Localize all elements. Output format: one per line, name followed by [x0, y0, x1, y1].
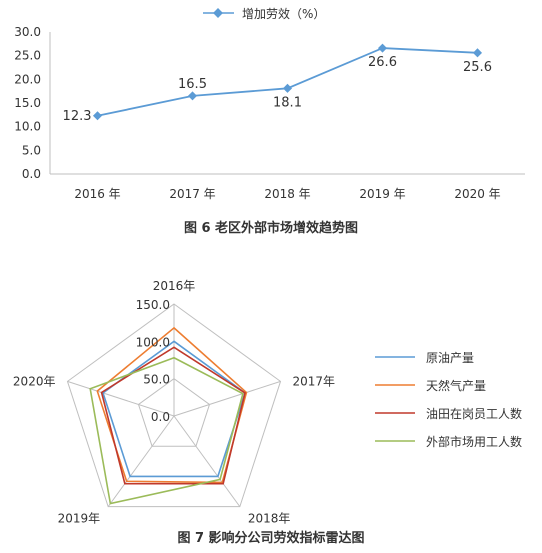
series-polygon [89, 356, 244, 505]
data-label: 12.3 [63, 109, 92, 124]
data-label: 18.1 [273, 95, 302, 110]
legend-label: 油田在岗员工人数 [426, 406, 522, 421]
radial-tick-label: 100.0 [136, 335, 170, 349]
data-label: 26.6 [368, 55, 397, 70]
spoke-line [67, 380, 175, 417]
legend-label: 外部市场用工人数 [426, 434, 522, 449]
radial-tick-label: 50.0 [143, 373, 170, 387]
grid-ring [137, 378, 211, 447]
axis-label: 2018年 [248, 512, 291, 526]
y-tick-label: 20.0 [14, 72, 41, 86]
line-legend: 增加劳效（%） [203, 6, 325, 21]
radial-tick-labels: 0.0 50.0 100.0 150.0 [136, 298, 170, 424]
axis-label: 2019年 [58, 512, 101, 526]
y-tick-label: 10.0 [14, 120, 41, 134]
legend-diamond-marker [213, 8, 223, 18]
y-tick-labels: 0.0 5.0 10.0 15.0 20.0 25.0 30.0 [14, 25, 41, 181]
x-tick-label: 2016 年 [74, 187, 120, 201]
series-polygon [100, 346, 246, 485]
x-tick-label: 2020 年 [454, 187, 500, 201]
spoke-line [107, 415, 175, 507]
axis-label: 2017年 [293, 374, 336, 388]
data-point [187, 91, 198, 101]
axis-label: 2020年 [13, 374, 56, 388]
figure7-caption: 图 7 影响分公司劳效指标雷达图 [177, 530, 364, 546]
legend-label: 增加劳效（%） [242, 6, 325, 21]
spoke-line [173, 380, 281, 417]
radial-tick-label: 150.0 [136, 298, 170, 312]
data-point [472, 48, 483, 58]
series-polygon [96, 326, 248, 484]
data-labels: 12.3 16.5 18.1 26.6 25.6 [63, 55, 492, 124]
legend-label: 原油产量 [426, 351, 474, 365]
data-label: 16.5 [178, 77, 207, 92]
x-tick-label: 2017 年 [169, 187, 215, 201]
y-tick-label: 0.0 [22, 167, 41, 181]
y-tick-label: 30.0 [14, 25, 41, 39]
y-tick-label: 25.0 [14, 49, 41, 63]
spoke-line [173, 415, 241, 507]
x-tick-labels: 2016 年 2017 年 2018 年 2019 年 2020 年 [74, 187, 500, 201]
grid-ring [66, 303, 282, 508]
line-chart: 增加劳效（%） 0.0 5.0 10.0 15.0 20.0 25.0 30.0 2016 … [14, 6, 525, 236]
data-point [377, 43, 388, 53]
x-tick-label: 2019 年 [359, 187, 405, 201]
x-tick-label: 2018 年 [264, 187, 310, 201]
axis-label: 2016年 [153, 279, 196, 293]
figure6-caption: 图 6 老区外部市场增效趋势图 [184, 220, 358, 236]
data-point [282, 83, 293, 93]
legend-label: 天然气产量 [426, 378, 486, 393]
y-tick-label: 5.0 [22, 143, 41, 157]
data-point [92, 111, 103, 121]
y-tick-label: 15.0 [14, 96, 41, 110]
data-label: 25.6 [463, 60, 492, 75]
radar-series [89, 326, 248, 505]
radial-tick-label: 0.0 [151, 410, 170, 424]
axis-category-labels: 2016年 2017年 2018年 2019年 2020年 [13, 279, 335, 526]
